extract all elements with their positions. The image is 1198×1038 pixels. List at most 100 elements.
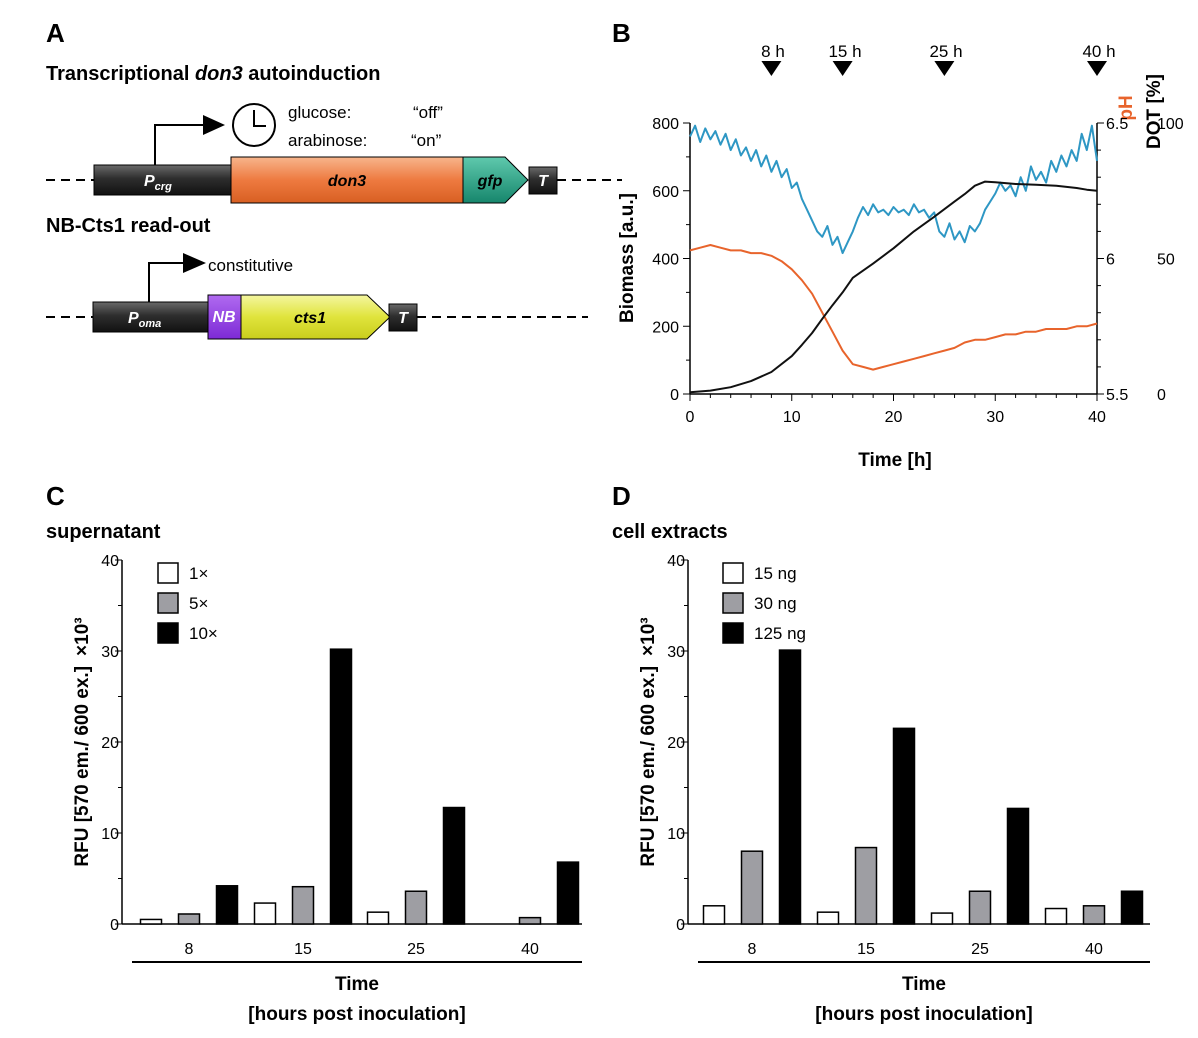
- b-series-ph: [689, 244, 1098, 371]
- d-legend-label: 125 ng: [754, 624, 806, 643]
- c-xlabel-line2: [hours post inoculation]: [248, 1004, 465, 1025]
- d-legend-label: 15 ng: [754, 564, 797, 583]
- d-legend-label: 30 ng: [754, 594, 797, 613]
- terminator-label-1: T: [538, 173, 549, 190]
- d-bar: [778, 649, 802, 925]
- d-bar: [930, 912, 954, 925]
- construct-cts1: Poma NB cts1 T constitutive: [46, 253, 588, 340]
- b-marker-triangle: [832, 61, 853, 76]
- terminator-label-2: T: [398, 310, 409, 327]
- c-bar: [518, 916, 542, 925]
- b-ylabel-dot: DOT [%]: [1144, 74, 1165, 149]
- heading-gene: don3: [195, 63, 243, 85]
- panel-a-heading-2: NB-Cts1 read-out: [46, 215, 211, 237]
- c-bar: [442, 806, 466, 925]
- b-x-tick-label: 0: [686, 409, 695, 426]
- b-y-tick-label-left: 400: [652, 252, 679, 269]
- don3-gene-label: don3: [328, 173, 366, 190]
- gfp-tag-block: [462, 156, 529, 204]
- constitutive-label: constitutive: [208, 256, 293, 275]
- terminator-block-2: [388, 303, 418, 332]
- panel-a-heading: Transcriptional don3 autoinduction: [46, 63, 380, 85]
- d-y-tick-label: 10: [667, 826, 685, 843]
- marker-label-8h: 8 h: [761, 42, 785, 61]
- nb-block: [207, 294, 242, 340]
- induction-glucose: glucose: “off”: [288, 103, 443, 122]
- c-y-tick-label: 20: [101, 735, 119, 752]
- c-y-tick-label: 30: [101, 644, 119, 661]
- d-legend-swatch: [722, 562, 744, 584]
- c-bar: [177, 913, 201, 925]
- panel-label-d: D: [612, 481, 631, 511]
- c-bar: [556, 861, 580, 925]
- heading-prefix: Transcriptional: [46, 63, 195, 85]
- marker-label-40h: 40 h: [1082, 42, 1115, 61]
- b-y-tick-label-left: 0: [670, 387, 679, 404]
- d-category-label: 15: [857, 941, 875, 958]
- d-bar: [968, 890, 992, 925]
- construct-don3: Pcrg don3 gfp T glucose: “off” arabinose:…: [46, 103, 622, 204]
- d-y-tick-label: 40: [667, 553, 685, 570]
- nb-label: NB: [212, 309, 235, 326]
- b-y-tick-label-ph: 6.5: [1106, 116, 1128, 133]
- d-category-label: 40: [1085, 941, 1103, 958]
- b-y-tick-label-left: 600: [652, 184, 679, 201]
- c-bar: [253, 902, 277, 925]
- promoter-crg-block: [93, 164, 232, 196]
- promoter-arrow-2: [148, 262, 183, 302]
- c-category-label: 25: [407, 941, 425, 958]
- b-x-tick-label: 40: [1088, 409, 1106, 426]
- c-category-label: 40: [521, 941, 539, 958]
- heading-suffix: autoinduction: [243, 63, 381, 85]
- gfp-tag-label: gfp: [477, 173, 503, 190]
- marker-label-15h: 15 h: [828, 42, 861, 61]
- panel-c-title: supernatant: [46, 521, 161, 543]
- b-marker-triangle: [761, 61, 782, 76]
- c-ylabel: RFU [570 em./ 600 ex.]×10³: [72, 617, 93, 866]
- b-y-tick-label-left: 200: [652, 319, 679, 336]
- d-legend-swatch: [722, 592, 744, 614]
- b-x-tick-label: 10: [783, 409, 801, 426]
- c-legend-label: 1×: [189, 564, 208, 583]
- b-marker-triangle: [1087, 61, 1107, 76]
- chart-d: RFU [570 em./ 600 ex.]×10³ Time [hours p…: [638, 553, 1150, 1025]
- chart-c: RFU [570 em./ 600 ex.]×10³ Time [hours p…: [72, 553, 582, 1025]
- c-bar: [329, 648, 353, 925]
- c-legend-label: 5×: [189, 594, 208, 613]
- b-ylabel-ph: pH: [1116, 95, 1137, 120]
- d-bar: [892, 727, 916, 925]
- b-marker-triangle: [934, 61, 955, 76]
- c-bar: [139, 918, 163, 925]
- promoter-oma-label: Poma: [128, 310, 161, 330]
- c-legend-swatch: [157, 622, 179, 644]
- d-bar: [1120, 890, 1144, 925]
- b-y-tick-label-dot: 100: [1157, 116, 1184, 133]
- c-category-label: 15: [294, 941, 312, 958]
- c-legend-label: 10×: [189, 624, 218, 643]
- c-y-tick-label: 10: [101, 826, 119, 843]
- c-bar: [215, 885, 239, 925]
- c-bar: [291, 885, 315, 925]
- b-y-tick-label-dot: 0: [1157, 387, 1166, 404]
- d-y-tick-label: 20: [667, 735, 685, 752]
- panel-label-c: C: [46, 481, 65, 511]
- b-x-tick-label: 20: [885, 409, 903, 426]
- panel-label-b: B: [612, 18, 631, 48]
- b-ylabel-biomass: Biomass [a.u.]: [617, 193, 638, 323]
- d-category-label: 8: [748, 941, 757, 958]
- promoter-crg-label: Pcrg: [144, 173, 172, 193]
- terminator-block-1: [528, 166, 558, 195]
- d-bar: [1044, 907, 1068, 925]
- clock-icon: [232, 103, 276, 147]
- d-bar: [740, 850, 764, 925]
- promoter-arrowhead-2: [183, 253, 206, 273]
- time-markers: 8 h 15 h 25 h 40 h: [761, 42, 1115, 61]
- b-y-tick-label-dot: 50: [1157, 252, 1175, 269]
- d-y-tick-label: 0: [676, 917, 685, 934]
- b-series-biomass: [689, 180, 1098, 394]
- marker-label-25h: 25 h: [929, 42, 962, 61]
- b-y-tick-label-ph: 5.5: [1106, 387, 1128, 404]
- c-y-tick-label: 0: [110, 917, 119, 934]
- promoter-oma-block: [92, 301, 209, 333]
